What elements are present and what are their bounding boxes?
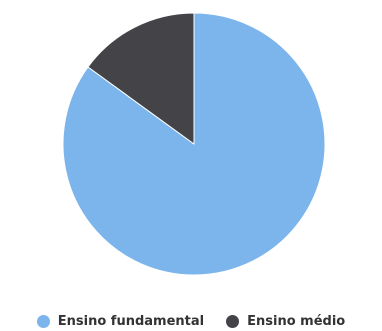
legend-item-ensino-medio[interactable]: Ensino médio — [226, 314, 345, 329]
legend: Ensino fundamental Ensino médio — [0, 311, 382, 331]
pie-slice-ensino-medio[interactable] — [87, 12, 195, 145]
legend-label-ensino-medio: Ensino médio — [247, 313, 346, 329]
legend-marker-ensino-medio — [226, 314, 240, 328]
legend-marker-ensino-fundamental — [36, 314, 50, 328]
legend-label-ensino-fundamental: Ensino fundamental — [57, 313, 205, 329]
legend-item-ensino-fundamental[interactable]: Ensino fundamental — [36, 313, 205, 329]
